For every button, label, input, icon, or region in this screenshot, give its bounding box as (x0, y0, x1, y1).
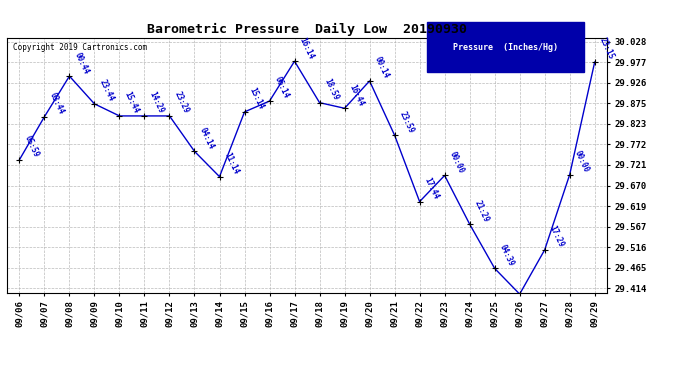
Text: 17:44: 17:44 (422, 176, 440, 201)
Text: Copyright 2019 Cartronics.com: Copyright 2019 Cartronics.com (13, 43, 147, 52)
Text: 16:44: 16:44 (348, 83, 366, 108)
Text: 00:00: 00:00 (448, 150, 466, 175)
Text: 05:59: 05:59 (22, 134, 40, 159)
Text: 15:44: 15:44 (122, 90, 140, 115)
Text: 00:44: 00:44 (72, 51, 90, 75)
Text: 03:44: 03:44 (48, 91, 66, 116)
Text: 04:14: 04:14 (197, 126, 215, 150)
Text: 17:29: 17:29 (548, 224, 566, 249)
Text: 06:14: 06:14 (273, 75, 290, 100)
Text: 04:39: 04:39 (497, 243, 515, 268)
Text: 21:29: 21:29 (473, 198, 491, 223)
Text: 23:15: 23:15 (598, 36, 615, 61)
Text: 00:00: 00:00 (573, 149, 591, 174)
Text: 14:29: 14:29 (148, 90, 166, 115)
Text: 15:14: 15:14 (248, 86, 266, 111)
Text: 23:59: 23:59 (397, 110, 415, 134)
Text: 11:14: 11:14 (222, 151, 240, 176)
Text: Pressure  (Inches/Hg): Pressure (Inches/Hg) (448, 43, 563, 52)
Title: Barometric Pressure  Daily Low  20190930: Barometric Pressure Daily Low 20190930 (147, 23, 467, 36)
Text: 23:44: 23:44 (97, 78, 115, 103)
Text: 00:14: 00:14 (373, 56, 391, 80)
Text: 06:39: 06:39 (0, 374, 1, 375)
Text: 18:59: 18:59 (322, 77, 340, 102)
Text: 23:29: 23:29 (172, 90, 190, 115)
Text: 16:14: 16:14 (297, 36, 315, 60)
